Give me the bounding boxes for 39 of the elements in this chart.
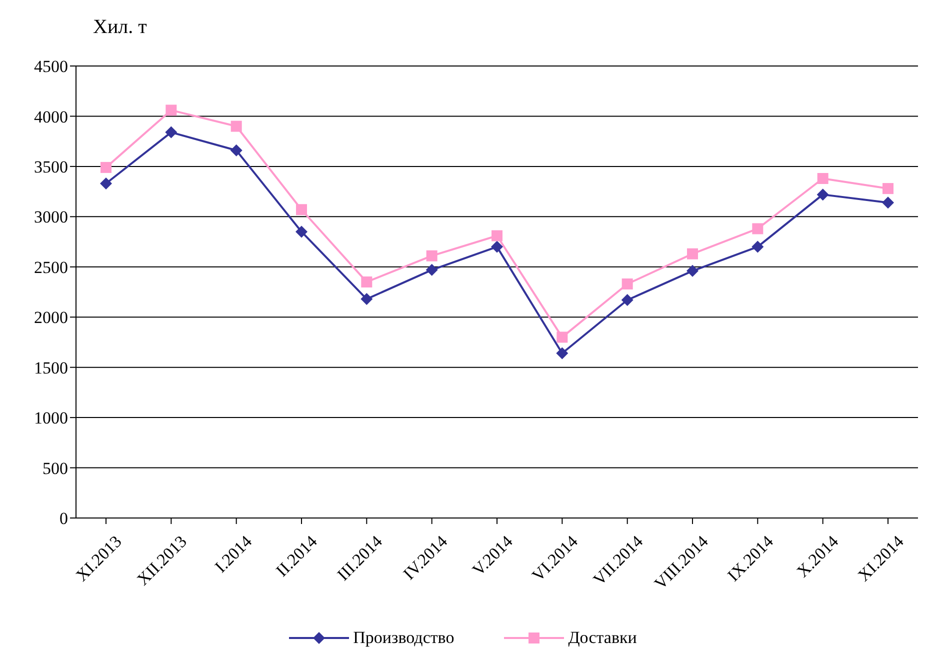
point	[752, 240, 764, 253]
point	[360, 293, 373, 306]
y-tick-label: 500	[42, 458, 68, 478]
point	[165, 126, 178, 138]
y-tick-label: 3500	[34, 157, 68, 176]
y-tick-label: 3000	[34, 208, 68, 227]
point	[882, 196, 894, 209]
point	[817, 173, 828, 184]
point	[361, 276, 372, 288]
y-tick-label: 2000	[34, 308, 68, 328]
y-tick-label: 0	[60, 509, 68, 528]
point	[426, 250, 438, 262]
point	[686, 264, 698, 277]
point	[230, 144, 242, 156]
y-tick-label: 1000	[34, 408, 68, 428]
legend-label: Производство	[353, 628, 454, 648]
point	[296, 204, 307, 216]
point	[622, 278, 633, 290]
y-tick-label: 1500	[34, 358, 68, 378]
point	[882, 183, 894, 194]
point	[100, 162, 112, 173]
point	[556, 347, 568, 360]
y-tick-label: 4500	[34, 57, 68, 76]
y-tick-label: 4000	[34, 107, 68, 126]
point	[687, 248, 698, 260]
point	[816, 188, 829, 201]
y-tick-label: 2500	[34, 258, 68, 277]
point	[621, 294, 634, 306]
legend-label: Доставки	[568, 628, 637, 648]
point	[296, 226, 308, 238]
point	[752, 223, 764, 234]
point	[100, 178, 112, 190]
point	[230, 120, 242, 132]
y-axis-title: Хил. т	[93, 16, 147, 39]
point	[492, 230, 502, 242]
point	[166, 104, 177, 116]
point	[556, 332, 568, 343]
point	[491, 240, 503, 253]
point	[426, 264, 438, 276]
